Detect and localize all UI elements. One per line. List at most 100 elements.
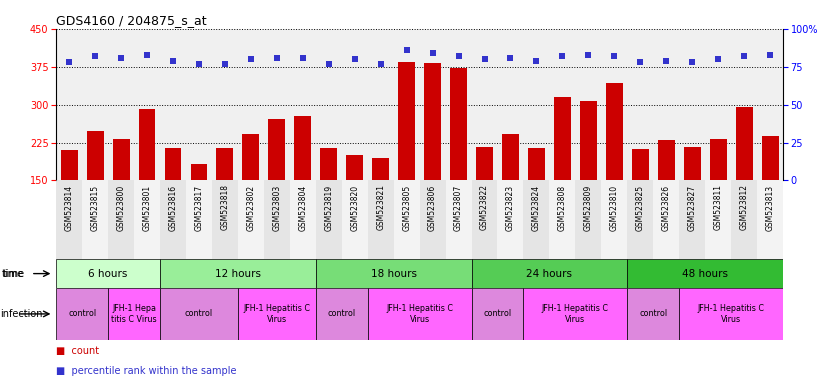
Bar bbox=[627, 288, 679, 340]
Point bbox=[660, 58, 673, 64]
Text: 18 hours: 18 hours bbox=[371, 268, 416, 279]
Text: time: time bbox=[2, 268, 25, 279]
Point bbox=[478, 56, 491, 62]
Bar bbox=[632, 149, 648, 257]
Text: 48 hours: 48 hours bbox=[682, 268, 729, 279]
Text: control: control bbox=[328, 310, 356, 318]
Text: ■  percentile rank within the sample: ■ percentile rank within the sample bbox=[56, 366, 237, 376]
Bar bbox=[316, 259, 472, 288]
Bar bbox=[679, 288, 783, 340]
Bar bbox=[684, 147, 700, 257]
Bar bbox=[554, 97, 571, 257]
Point bbox=[738, 53, 751, 59]
Point bbox=[166, 58, 179, 64]
Bar bbox=[320, 147, 337, 257]
Text: GSM523808: GSM523808 bbox=[558, 184, 567, 230]
Text: JFH-1 Hepa
titis C Virus: JFH-1 Hepa titis C Virus bbox=[112, 304, 157, 324]
Bar bbox=[216, 147, 234, 257]
Point bbox=[452, 53, 465, 59]
Text: GSM523815: GSM523815 bbox=[91, 184, 100, 230]
Bar bbox=[160, 180, 186, 259]
Text: JFH-1 Hepatitis C
Virus: JFH-1 Hepatitis C Virus bbox=[386, 304, 453, 324]
Bar bbox=[238, 180, 263, 259]
Bar bbox=[425, 63, 441, 257]
Point bbox=[322, 61, 335, 67]
Bar bbox=[394, 180, 420, 259]
Bar bbox=[368, 180, 394, 259]
Bar bbox=[731, 180, 757, 259]
Bar bbox=[294, 116, 311, 257]
Bar bbox=[56, 288, 108, 340]
Bar bbox=[420, 180, 445, 259]
Text: control: control bbox=[185, 310, 213, 318]
Bar bbox=[108, 288, 160, 340]
Point bbox=[400, 47, 413, 53]
Text: 12 hours: 12 hours bbox=[215, 268, 261, 279]
Text: GSM523822: GSM523822 bbox=[480, 184, 489, 230]
Point bbox=[763, 51, 776, 58]
Text: GSM523803: GSM523803 bbox=[273, 184, 282, 231]
Bar bbox=[61, 150, 78, 257]
Text: GSM523826: GSM523826 bbox=[662, 184, 671, 230]
Bar bbox=[316, 180, 342, 259]
Bar bbox=[472, 259, 627, 288]
Bar bbox=[445, 180, 472, 259]
Text: GSM523807: GSM523807 bbox=[454, 184, 463, 231]
Text: control: control bbox=[68, 310, 96, 318]
Bar bbox=[450, 68, 467, 257]
Text: time: time bbox=[2, 268, 24, 279]
Bar bbox=[398, 62, 415, 257]
Bar bbox=[373, 158, 389, 257]
Bar bbox=[368, 288, 472, 340]
Text: GSM523823: GSM523823 bbox=[506, 184, 515, 230]
Text: infection: infection bbox=[0, 309, 42, 319]
Bar bbox=[757, 180, 783, 259]
Text: GSM523824: GSM523824 bbox=[532, 184, 541, 230]
Point bbox=[426, 50, 439, 56]
Bar bbox=[268, 119, 285, 257]
Text: JFH-1 Hepatitis C
Virus: JFH-1 Hepatitis C Virus bbox=[698, 304, 765, 324]
Bar bbox=[606, 83, 623, 257]
Bar bbox=[705, 180, 731, 259]
Bar bbox=[263, 180, 290, 259]
Point bbox=[192, 61, 206, 67]
Text: GSM523802: GSM523802 bbox=[246, 184, 255, 230]
Bar bbox=[601, 180, 627, 259]
Text: GSM523818: GSM523818 bbox=[221, 184, 230, 230]
Bar bbox=[710, 139, 727, 257]
Text: GSM523814: GSM523814 bbox=[64, 184, 74, 230]
Bar bbox=[186, 180, 212, 259]
Bar bbox=[472, 180, 497, 259]
Bar bbox=[627, 259, 783, 288]
Text: ■  count: ■ count bbox=[56, 346, 99, 356]
Bar bbox=[108, 180, 134, 259]
Point bbox=[244, 56, 258, 62]
Text: GSM523820: GSM523820 bbox=[350, 184, 359, 230]
Bar bbox=[139, 109, 155, 257]
Text: GSM523804: GSM523804 bbox=[298, 184, 307, 231]
Bar bbox=[160, 288, 238, 340]
Text: GSM523816: GSM523816 bbox=[169, 184, 178, 230]
Point bbox=[634, 59, 647, 65]
Text: GSM523800: GSM523800 bbox=[116, 184, 126, 231]
Bar bbox=[238, 288, 316, 340]
Text: GSM523817: GSM523817 bbox=[194, 184, 203, 230]
Bar bbox=[112, 139, 130, 257]
Text: GSM523810: GSM523810 bbox=[610, 184, 619, 230]
Point bbox=[140, 51, 154, 58]
Bar bbox=[212, 180, 238, 259]
Text: control: control bbox=[639, 310, 667, 318]
Text: GSM523811: GSM523811 bbox=[714, 184, 723, 230]
Point bbox=[711, 56, 724, 62]
Bar bbox=[736, 107, 752, 257]
Point bbox=[374, 61, 387, 67]
Point bbox=[348, 56, 361, 62]
Text: GSM523819: GSM523819 bbox=[325, 184, 333, 230]
Text: 6 hours: 6 hours bbox=[88, 268, 128, 279]
Bar bbox=[160, 259, 316, 288]
Text: control: control bbox=[483, 310, 511, 318]
Bar bbox=[576, 180, 601, 259]
Point bbox=[556, 53, 569, 59]
Bar bbox=[346, 155, 363, 257]
Bar bbox=[762, 136, 778, 257]
